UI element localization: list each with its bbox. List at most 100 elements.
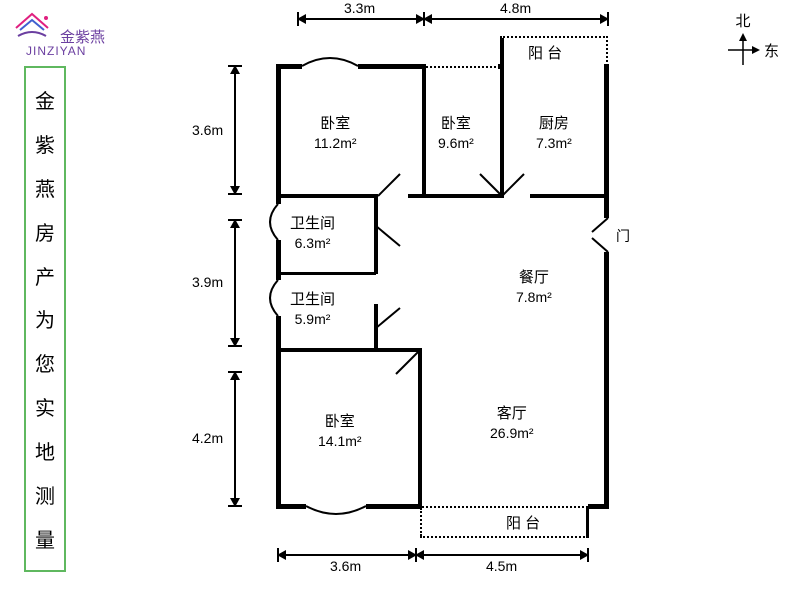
dim-tick [228, 219, 242, 221]
dim-arrow [416, 554, 588, 556]
room-label-living: 客厅 26.9m² [490, 404, 534, 442]
brand-pinyin: JINZIYAN [26, 44, 86, 58]
dim-tick [228, 345, 242, 347]
dim-tick [607, 12, 609, 26]
wall [422, 66, 426, 196]
balcony-edge [606, 36, 608, 66]
dim-label: 3.6m [192, 122, 223, 138]
door-icon [390, 352, 420, 382]
room-label-balcony-top: 阳 台 [528, 44, 562, 64]
floor-plan: 3.3m 4.8m 3.6m 4.5m 3.6m 3.9m 4.2m 门 [190, 8, 670, 568]
dotted-edge [426, 66, 500, 68]
room-label-bath2: 卫生间 5.9m² [290, 290, 335, 328]
room-name: 阳 台 [528, 44, 562, 64]
wall [588, 504, 609, 509]
room-label-dining: 餐厅 7.8m² [516, 268, 552, 306]
balcony-edge [420, 508, 422, 536]
v-char: 为 [35, 304, 55, 333]
room-name: 卫生间 [290, 290, 335, 310]
dim-tick [587, 548, 589, 562]
room-name: 阳 台 [506, 514, 540, 534]
wall [366, 504, 422, 509]
wall [278, 272, 376, 275]
dim-tick [228, 65, 242, 67]
wall [358, 64, 426, 69]
dim-arrow [234, 220, 236, 346]
room-area: 26.9m² [490, 424, 534, 442]
dim-tick [228, 505, 242, 507]
dim-arrow [234, 66, 236, 194]
balcony-edge [500, 36, 608, 38]
compass-icon [726, 33, 760, 67]
dim-label: 3.6m [330, 558, 361, 574]
dim-label: 3.9m [192, 274, 223, 290]
v-char: 产 [35, 261, 55, 290]
room-name: 厨房 [536, 114, 572, 134]
door-icon [588, 218, 612, 252]
room-area: 7.3m² [536, 134, 572, 152]
dim-arrow [424, 18, 608, 20]
room-label-bedroom3: 卧室 14.1m² [318, 412, 362, 450]
window-arc [266, 280, 280, 316]
room-label-balcony-bottom: 阳 台 [506, 514, 540, 534]
window-arc [266, 204, 280, 240]
dim-arrow [234, 372, 236, 506]
room-area: 14.1m² [318, 432, 362, 450]
v-char: 测 [35, 480, 55, 509]
dim-label: 3.3m [344, 0, 375, 16]
room-label-bath1: 卫生间 6.3m² [290, 214, 335, 252]
dim-tick [277, 548, 279, 562]
wall [586, 508, 589, 538]
room-label-kitchen: 厨房 7.3m² [536, 114, 572, 152]
compass-north: 北 [726, 10, 760, 31]
house-icon [12, 8, 52, 42]
window-arc [306, 504, 366, 518]
room-name: 卧室 [318, 412, 362, 432]
room-area: 6.3m² [290, 234, 335, 252]
v-char: 紫 [35, 129, 55, 158]
room-area: 7.8m² [516, 288, 552, 306]
compass: 北 东 [726, 10, 760, 67]
room-name: 卫生间 [290, 214, 335, 234]
door-icon [474, 168, 504, 198]
dim-label: 4.2m [192, 430, 223, 446]
door-label: 门 [616, 226, 630, 246]
brand-logo: 金紫燕 JINZIYAN [12, 8, 122, 47]
wall [276, 316, 281, 508]
room-area: 5.9m² [290, 310, 335, 328]
dotted-edge [422, 506, 588, 508]
room-label-bedroom1: 卧室 11.2m² [314, 114, 357, 152]
room-name: 卧室 [438, 114, 474, 134]
door-icon [502, 168, 532, 198]
wall [604, 252, 609, 508]
v-char: 您 [35, 348, 55, 377]
window-arc [302, 54, 358, 68]
vertical-caption: 金 紫 燕 房 产 为 您 实 地 测 量 [24, 66, 66, 572]
dim-arrow [298, 18, 424, 20]
dim-arrow [278, 554, 416, 556]
v-char: 燕 [35, 173, 55, 202]
balcony-edge [420, 536, 588, 538]
door-icon [376, 226, 406, 256]
door-icon [376, 304, 406, 334]
dim-label: 4.8m [500, 0, 531, 16]
wall [530, 194, 608, 198]
v-char: 量 [35, 524, 55, 553]
door-icon [378, 168, 408, 198]
wall [276, 64, 281, 204]
room-label-bedroom2: 卧室 9.6m² [438, 114, 474, 152]
room-name: 客厅 [490, 404, 534, 424]
room-name: 卧室 [314, 114, 357, 134]
v-char: 金 [35, 85, 55, 114]
dim-tick [228, 193, 242, 195]
wall [276, 504, 306, 509]
room-area: 11.2m² [314, 134, 357, 152]
dim-label: 4.5m [486, 558, 517, 574]
wall [604, 64, 609, 212]
room-area: 9.6m² [438, 134, 474, 152]
dim-tick [297, 12, 299, 26]
wall [278, 194, 378, 198]
dim-tick [228, 371, 242, 373]
room-name: 餐厅 [516, 268, 552, 288]
v-char: 实 [35, 392, 55, 421]
